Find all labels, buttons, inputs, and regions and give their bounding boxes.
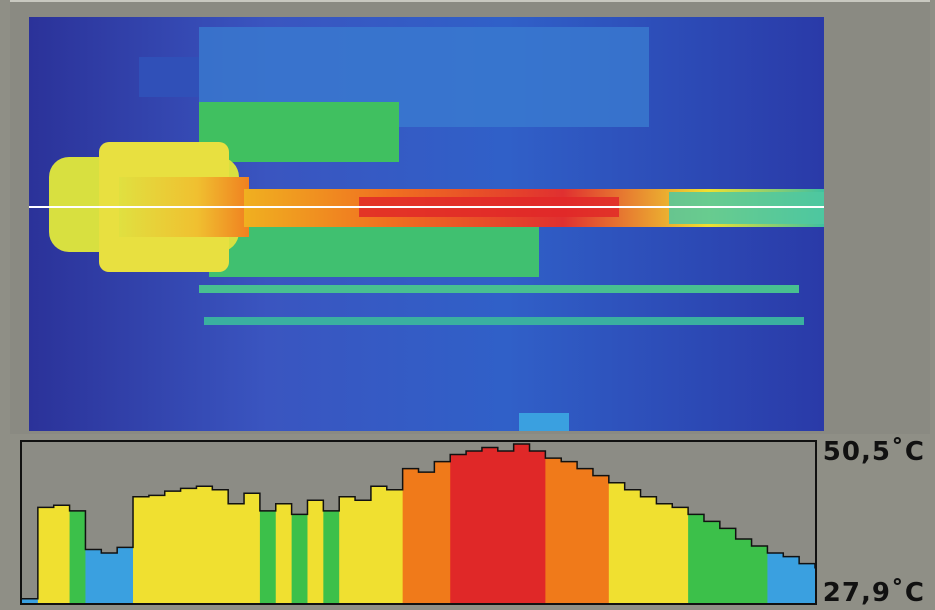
profile-bar — [641, 497, 657, 603]
lower-rail-1 — [199, 285, 799, 293]
profile-bar — [355, 500, 371, 603]
profile-bar — [514, 444, 530, 603]
profile-bar — [498, 451, 514, 603]
profile-bar — [38, 507, 54, 603]
profile-bar — [149, 495, 165, 603]
lower-green-plate — [209, 227, 539, 277]
profile-bar — [133, 497, 149, 603]
profile-bar — [704, 521, 720, 603]
left-block-region — [139, 57, 199, 97]
profile-bar — [323, 511, 339, 603]
profile-bar — [482, 448, 498, 603]
profile-bar — [799, 564, 815, 603]
profile-bar — [577, 469, 593, 603]
temperature-profile-chart — [22, 442, 815, 603]
profile-bar — [117, 547, 133, 603]
profile-bar — [212, 490, 228, 603]
lower-rail-2 — [204, 317, 804, 325]
profile-bar — [609, 483, 625, 603]
profile-bar — [101, 553, 117, 603]
profile-bar — [403, 469, 419, 603]
profile-bars — [22, 444, 815, 603]
profile-bar — [339, 497, 355, 603]
profile-bar — [767, 553, 783, 603]
bottom-fixture — [519, 413, 569, 431]
profile-bar — [244, 493, 260, 603]
profile-bar — [688, 514, 704, 603]
thermal-image-canvas — [29, 17, 824, 431]
profile-bar — [720, 528, 736, 603]
profile-bar — [371, 486, 387, 603]
profile-bar — [165, 491, 181, 603]
profile-bar — [450, 455, 466, 603]
profile-bar — [54, 505, 70, 603]
profile-bar — [752, 546, 768, 603]
max-temperature-label: 50,5˚C — [823, 437, 925, 467]
profile-bar — [419, 472, 435, 603]
profile-bar — [196, 486, 212, 603]
profile-bar — [307, 500, 323, 603]
profile-bar — [656, 504, 672, 603]
profile-bar — [181, 488, 197, 603]
thermal-image — [29, 17, 824, 431]
profile-bar — [276, 504, 292, 603]
profile-bar — [466, 451, 482, 603]
profile-bar — [783, 557, 799, 603]
profile-bar — [561, 462, 577, 603]
profile-bar — [434, 462, 450, 603]
profile-bar — [625, 490, 641, 603]
profile-bar — [85, 550, 101, 603]
thermal-view-frame — [10, 0, 930, 434]
profile-bar — [672, 507, 688, 603]
profile-bar — [228, 504, 244, 603]
min-temperature-label: 27,9˚C — [823, 578, 925, 608]
profile-bar — [387, 490, 403, 603]
profile-bar — [260, 511, 276, 603]
temperature-profile-panel — [20, 440, 817, 605]
profile-bar — [530, 451, 546, 603]
profile-bar — [70, 511, 86, 603]
profile-bar — [593, 476, 609, 603]
profile-bar — [736, 539, 752, 603]
profile-bar — [292, 514, 308, 603]
profile-bar — [545, 458, 561, 603]
